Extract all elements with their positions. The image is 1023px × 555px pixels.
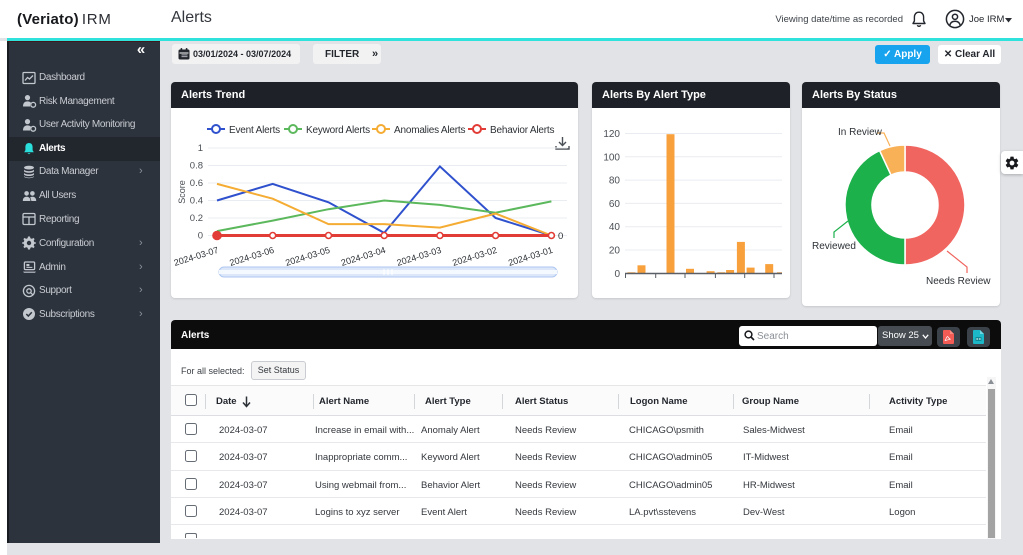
- svg-text:Score: Score: [177, 180, 187, 204]
- svg-text:0.2: 0.2: [190, 213, 203, 224]
- svg-text:0.6: 0.6: [190, 178, 203, 189]
- svg-text:0: 0: [558, 231, 563, 242]
- svg-text:2024-03-02: 2024-03-02: [451, 245, 498, 268]
- svg-text:Anomalies Alerts: Anomalies Alerts: [394, 125, 465, 136]
- svg-text:0.8: 0.8: [190, 161, 203, 172]
- svg-text:0: 0: [198, 231, 203, 242]
- svg-text:Event Alerts: Event Alerts: [229, 125, 280, 136]
- svg-text:2024-03-03: 2024-03-03: [396, 245, 443, 268]
- svg-text:1: 1: [198, 143, 203, 154]
- svg-text:In Review: In Review: [838, 127, 883, 138]
- svg-text:80: 80: [609, 176, 621, 187]
- svg-text:2024-03-05: 2024-03-05: [284, 245, 331, 268]
- svg-text:100: 100: [603, 152, 620, 163]
- svg-text:Behavior Alerts: Behavior Alerts: [490, 125, 554, 136]
- svg-text:2024-03-01: 2024-03-01: [507, 245, 554, 268]
- svg-text:20: 20: [609, 246, 621, 257]
- svg-text:2024-03-06: 2024-03-06: [228, 245, 275, 268]
- svg-text:0: 0: [614, 269, 620, 280]
- svg-text:60: 60: [609, 199, 621, 210]
- svg-text:2024-03-04: 2024-03-04: [340, 245, 387, 268]
- svg-text:2024-03-07: 2024-03-07: [173, 245, 220, 268]
- svg-text:Reviewed: Reviewed: [812, 241, 856, 252]
- svg-text:0.4: 0.4: [190, 196, 203, 207]
- svg-text:40: 40: [609, 222, 621, 233]
- svg-text:120: 120: [603, 129, 620, 140]
- svg-text:Needs Review: Needs Review: [926, 276, 991, 287]
- svg-text:Keyword Alerts: Keyword Alerts: [306, 125, 370, 136]
